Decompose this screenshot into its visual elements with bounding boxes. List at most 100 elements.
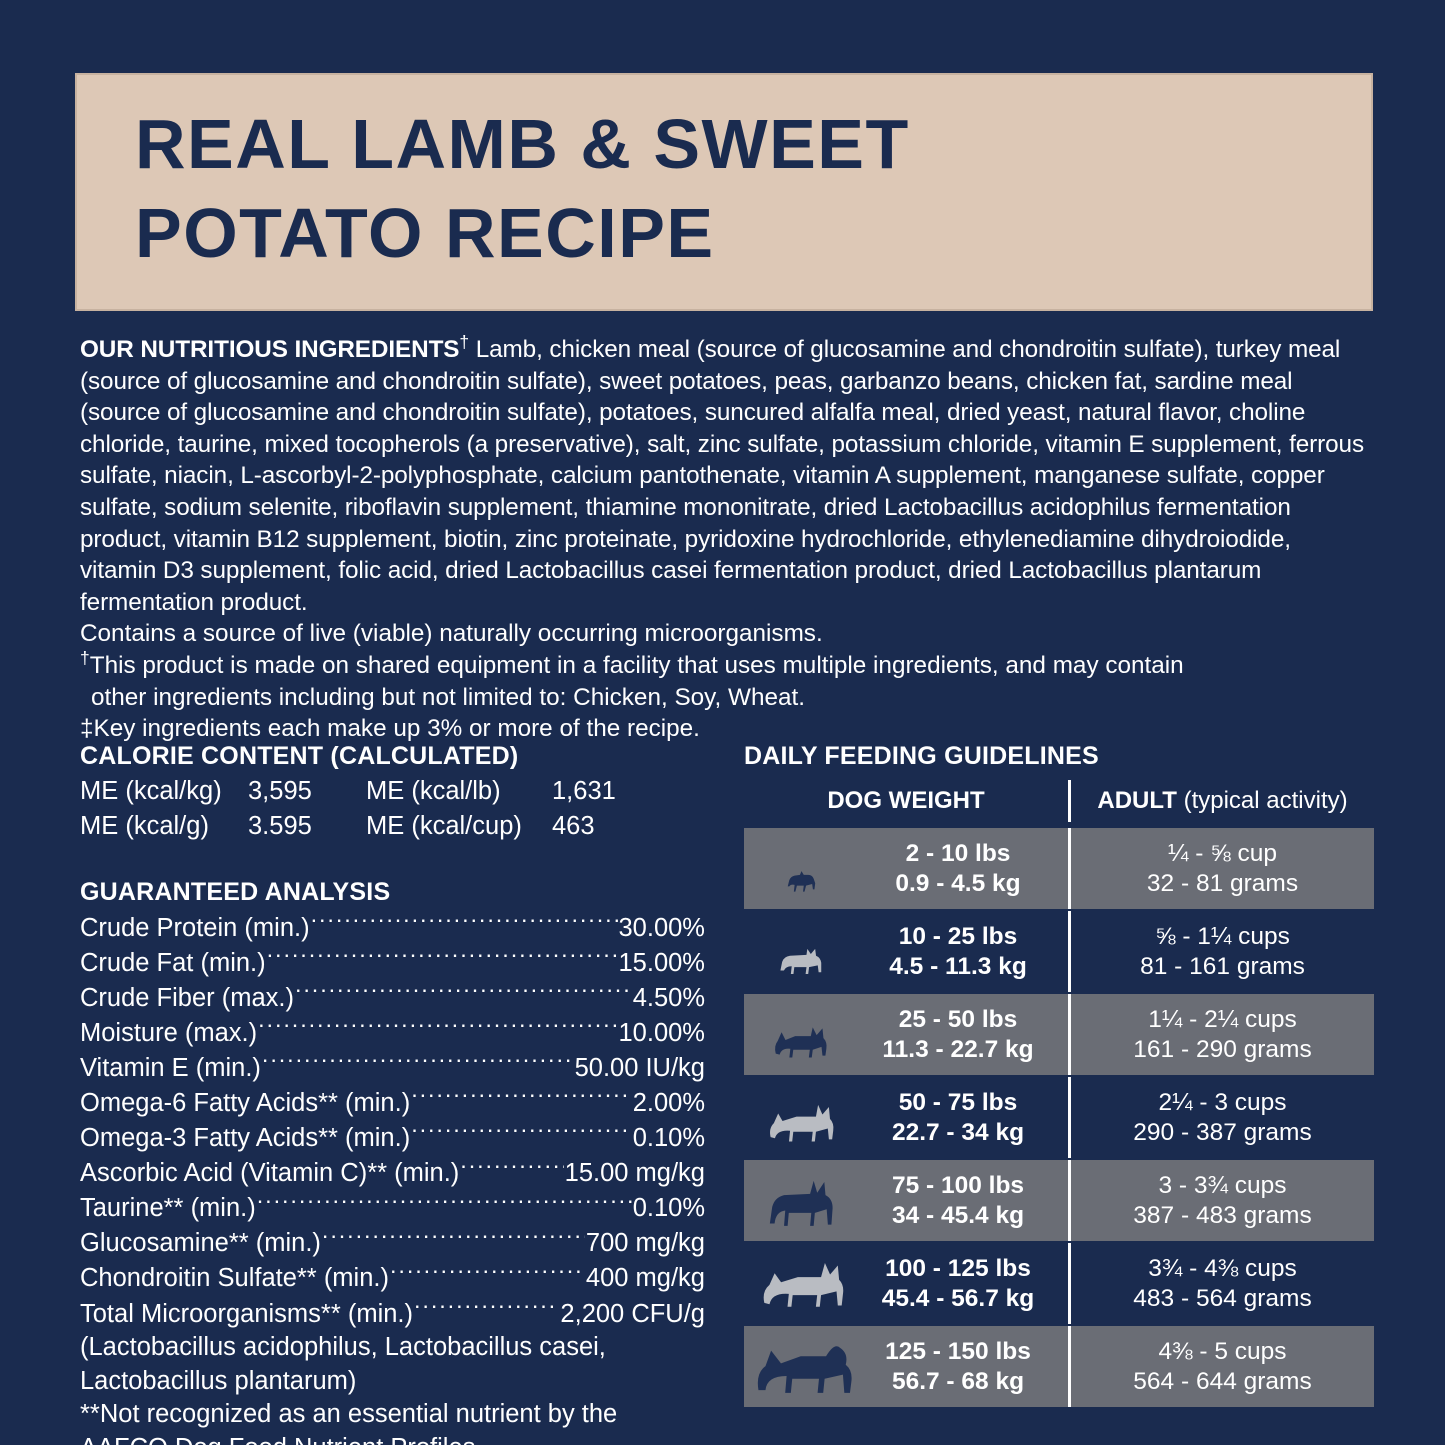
dog-weight-cell: 2 - 10 lbs 0.9 - 4.5 kg xyxy=(744,828,1068,909)
ingredients-section: OUR NUTRITIOUS INGREDIENTS† Lamb, chicke… xyxy=(80,331,1370,745)
feeding-table-body: 2 - 10 lbs 0.9 - 4.5 kg ¼ - ⅝ cup 32 - 81 g… xyxy=(744,828,1374,1407)
nutrient-value: 15.00 mg/kg xyxy=(564,1159,705,1188)
dagger-marker: † xyxy=(459,331,470,352)
nutrient-label: Crude Fat (min.) xyxy=(80,948,266,977)
strains-line-2: Lactobacillus plantarum) xyxy=(80,1366,357,1395)
footnote-dagger-line-2: other ingredients including but not limi… xyxy=(91,683,805,711)
guaranteed-analysis-row: Chondroitin Sulfate** (min.) 400 mg/kg xyxy=(80,1261,705,1296)
dot-leader xyxy=(257,1191,632,1217)
dot-leader xyxy=(414,1296,559,1322)
dot-leader xyxy=(322,1226,585,1252)
dog-weight-cell: 100 - 125 lbs 45.4 - 56.7 kg xyxy=(744,1243,1068,1324)
feeding-table-row: 75 - 100 lbs 34 - 45.4 kg 3 - 3¾ cups 387 -… xyxy=(744,1160,1374,1241)
feeding-table-row: 10 - 25 lbs 4.5 - 11.3 kg ⅝ - 1¼ cups 81 - … xyxy=(744,911,1374,992)
daily-feeding-guidelines-section: DAILY FEEDING GUIDELINES DOG WEIGHT ADUL… xyxy=(744,742,1374,1409)
dot-leader xyxy=(311,910,618,936)
weight-range: 10 - 25 lbs 4.5 - 11.3 kg xyxy=(862,922,1068,982)
weight-lbs: 50 - 75 lbs xyxy=(898,1088,1018,1116)
calorie-label-kcal-kg: ME (kcal/kg) xyxy=(80,777,222,805)
portion-cups: 2¼ - 3 cups xyxy=(1158,1088,1287,1116)
dog-frenchbulldog-icon xyxy=(744,911,862,992)
guaranteed-analysis-row: Omega-3 Fatty Acids** (min.) 0.10% xyxy=(80,1121,705,1156)
nutrient-value: 0.10% xyxy=(632,1124,705,1153)
feeding-table-row: 125 - 150 lbs 56.7 - 68 kg 4⅜ - 5 cups 564 … xyxy=(744,1326,1374,1407)
ingredients-paragraph: OUR NUTRITIOUS INGREDIENTS† Lamb, chicke… xyxy=(80,331,1370,618)
footnote-dagger-line-1: †This product is made on shared equipmen… xyxy=(80,647,1370,682)
nutrient-label: Crude Fiber (max.) xyxy=(80,983,294,1012)
portion-cups: 3 - 3¾ cups xyxy=(1158,1171,1287,1199)
column-header-dog-weight: DOG WEIGHT xyxy=(827,787,985,814)
dog-shepherd-icon xyxy=(744,1077,862,1158)
weight-kg: 45.4 - 56.7 kg xyxy=(881,1284,1035,1312)
adult-portion-cell: 3¾ - 4⅜ cups 483 - 564 grams xyxy=(1068,1243,1374,1324)
adult-portion-cell: 4⅜ - 5 cups 564 - 644 grams xyxy=(1068,1326,1374,1407)
nutrient-label: Total Microorganisms** (min.) xyxy=(80,1299,413,1328)
left-column: CALORIE CONTENT (CALCULATED) ME (kcal/kg… xyxy=(80,742,705,1445)
portion-grams: 483 - 564 grams xyxy=(1133,1284,1312,1312)
portion-cups: 1¼ - 2¼ cups xyxy=(1148,1005,1297,1033)
dot-leader xyxy=(258,1015,617,1041)
dagger-marker-footnote: † xyxy=(80,647,90,668)
nutrient-label: Crude Protein (min.) xyxy=(80,913,310,942)
title-line-1: REAL LAMB & SWEET xyxy=(135,105,910,184)
dog-labrador-icon xyxy=(744,1243,862,1324)
weight-range: 100 - 125 lbs 45.4 - 56.7 kg xyxy=(862,1254,1068,1314)
portion-grams: 161 - 290 grams xyxy=(1133,1035,1312,1063)
adult-portion-cell: ¼ - ⅝ cup 32 - 81 grams xyxy=(1068,828,1374,909)
calorie-content-grid: ME (kcal/kg) 3,595 ME (kcal/lb) 1,631 ME… xyxy=(80,774,705,844)
weight-kg: 22.7 - 34 kg xyxy=(891,1118,1025,1146)
nutrient-value: 0.10% xyxy=(632,1194,705,1223)
portion-grams: 387 - 483 grams xyxy=(1133,1201,1312,1229)
feeding-table-row: 25 - 50 lbs 11.3 - 22.7 kg 1¼ - 2¼ cups 161… xyxy=(744,994,1374,1075)
dog-weight-cell: 25 - 50 lbs 11.3 - 22.7 kg xyxy=(744,994,1068,1075)
weight-range: 75 - 100 lbs 34 - 45.4 kg xyxy=(862,1171,1068,1231)
column-header-adult-bold: ADULT xyxy=(1097,787,1177,814)
guaranteed-analysis-row: Crude Fiber (max.) 4.50% xyxy=(80,980,705,1015)
calorie-label-kcal-cup: ME (kcal/cup) xyxy=(366,812,522,840)
nutrient-value: 50.00 IU/kg xyxy=(574,1053,705,1082)
ingredients-body: Lamb, chicken meal (source of glucosamin… xyxy=(80,336,1365,616)
adult-portion-cell: ⅝ - 1¼ cups 81 - 161 grams xyxy=(1068,911,1374,992)
dog-chihuahua-icon xyxy=(744,828,862,909)
dog-weight-cell: 125 - 150 lbs 56.7 - 68 kg xyxy=(744,1326,1068,1407)
guaranteed-analysis-row: Taurine** (min.) 0.10% xyxy=(80,1191,705,1226)
weight-lbs: 125 - 150 lbs xyxy=(885,1337,1031,1365)
weight-lbs: 10 - 25 lbs xyxy=(898,922,1018,950)
calorie-value-kcal-g: 3.595 xyxy=(248,812,312,840)
feeding-table-row: 2 - 10 lbs 0.9 - 4.5 kg ¼ - ⅝ cup 32 - 81 g… xyxy=(744,828,1374,909)
dot-leader xyxy=(262,1050,574,1076)
footnote-doubledagger: ‡Key ingredients each make up 3% or more… xyxy=(80,715,700,743)
feeding-guidelines-heading: DAILY FEEDING GUIDELINES xyxy=(744,742,1099,770)
aafco-note-line-2: AAFCO Dog Food Nutrient Profiles. xyxy=(80,1432,705,1445)
page-title: REAL LAMB & SWEET POTATO RECIPE xyxy=(77,100,910,284)
calorie-value-kcal-cup: 463 xyxy=(552,812,595,840)
nutrient-label: Vitamin E (min.) xyxy=(80,1053,261,1082)
nutrient-label: Moisture (max.) xyxy=(80,1018,258,1047)
dog-weight-cell: 75 - 100 lbs 34 - 45.4 kg xyxy=(744,1160,1068,1241)
calorie-label-kcal-lb: ME (kcal/lb) xyxy=(366,777,501,805)
guaranteed-analysis-row: Crude Fat (min.) 15.00% xyxy=(80,945,705,980)
weight-range: 50 - 75 lbs 22.7 - 34 kg xyxy=(862,1088,1068,1148)
portion-cups: 4⅜ - 5 cups xyxy=(1158,1337,1287,1365)
portion-grams: 32 - 81 grams xyxy=(1146,869,1299,897)
dot-leader xyxy=(390,1261,585,1287)
portion-grams: 290 - 387 grams xyxy=(1133,1118,1312,1146)
calorie-content-heading: CALORIE CONTENT (CALCULATED) xyxy=(80,742,519,770)
adult-portion-cell: 1¼ - 2¼ cups 161 - 290 grams xyxy=(1068,994,1374,1075)
portion-grams: 81 - 161 grams xyxy=(1140,952,1305,980)
dog-greatdane-icon xyxy=(744,1160,862,1241)
dot-leader xyxy=(460,1156,563,1182)
calorie-value-kcal-kg: 3,595 xyxy=(248,777,312,805)
nutrient-value: 2.00% xyxy=(632,1088,705,1117)
feeding-table-header: DOG WEIGHT ADULT (typical activity) xyxy=(744,780,1374,822)
guaranteed-analysis-row: Omega-6 Fatty Acids** (min.) 2.00% xyxy=(80,1085,705,1120)
portion-grams: 564 - 644 grams xyxy=(1133,1367,1312,1395)
weight-kg: 0.9 - 4.5 kg xyxy=(895,869,1021,897)
nutrient-label: Omega-6 Fatty Acids** (min.) xyxy=(80,1088,411,1117)
nutrient-label: Ascorbic Acid (Vitamin C)** (min.) xyxy=(80,1159,460,1188)
dog-newfoundland-icon xyxy=(744,1326,862,1407)
guaranteed-analysis-heading: GUARANTEED ANALYSIS xyxy=(80,878,391,906)
live-microorganisms-note: Contains a source of live (viable) natur… xyxy=(80,620,823,648)
dot-leader xyxy=(267,945,618,971)
